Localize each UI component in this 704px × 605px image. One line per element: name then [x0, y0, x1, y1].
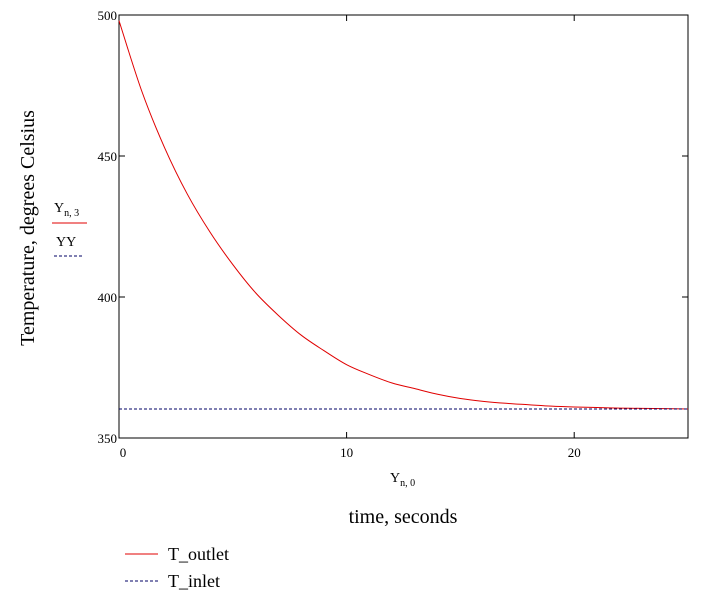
legend-entry-inlet: T_inlet [125, 571, 220, 591]
y-tick-label: 350 [98, 431, 118, 446]
legend-entry-outlet: T_outlet [125, 544, 229, 564]
y-axis-title: Temperature, degrees Celsius [17, 110, 39, 346]
x-tick-label: 0 [120, 445, 127, 460]
legend: T_outlet T_inlet [125, 544, 229, 591]
legend-label-outlet: T_outlet [168, 544, 229, 564]
x-axis-title: time, seconds [349, 506, 458, 528]
x-tick-label: 20 [568, 445, 581, 460]
y-tick-label: 450 [98, 149, 118, 164]
y-variable-2-main: YY [56, 235, 76, 250]
axis-labels: Temperature, degrees Celsius time, secon… [17, 110, 458, 528]
plot-axes: 0 10 20 350 400 450 500 [98, 8, 689, 460]
x-variable-sub: n, 0 [400, 478, 415, 489]
y-variable-label-1: Yn, 3 [52, 201, 87, 224]
y-variable-label-2: YY [54, 235, 82, 257]
y-tick-label: 500 [98, 8, 118, 23]
svg-text:Yn, 0: Yn, 0 [390, 471, 415, 489]
x-variable-main: Y [390, 471, 400, 486]
y-tick-label: 400 [98, 290, 118, 305]
y-variable-1-sub: n, 3 [64, 208, 79, 219]
plot-series [118, 20, 689, 410]
svg-text:Yn, 3: Yn, 3 [54, 201, 79, 219]
x-variable-label: Yn, 0 [390, 471, 415, 489]
x-tick-label: 10 [340, 445, 353, 460]
series-line-t-outlet [118, 20, 689, 410]
plot-frame [118, 14, 689, 439]
y-variable-1-main: Y [54, 201, 64, 216]
legend-label-inlet: T_inlet [168, 571, 220, 591]
